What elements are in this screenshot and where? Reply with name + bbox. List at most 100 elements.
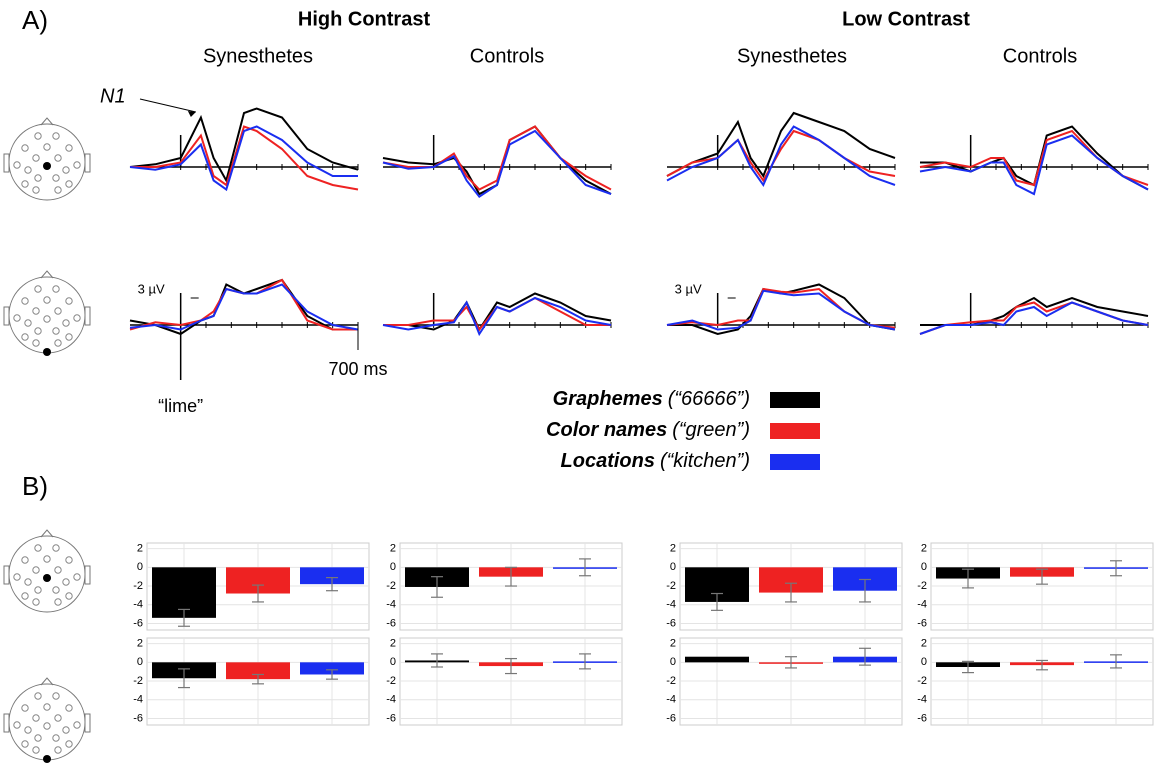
annotation: N1 bbox=[100, 85, 126, 107]
y-tick-label: -6 bbox=[666, 712, 676, 724]
electrode bbox=[62, 578, 70, 586]
electrode bbox=[21, 297, 29, 305]
legend-name: Graphemes bbox=[553, 388, 663, 410]
error-bar bbox=[579, 653, 591, 670]
y-tick-label: -4 bbox=[666, 694, 676, 706]
electrode bbox=[24, 319, 32, 327]
electrode bbox=[65, 556, 73, 564]
electrode-selected bbox=[43, 574, 51, 582]
waveform bbox=[129, 278, 358, 336]
head-ear bbox=[3, 306, 10, 326]
arrowhead bbox=[187, 111, 196, 117]
y-tick-label: -6 bbox=[386, 712, 396, 724]
y-tick-label: 0 bbox=[670, 561, 676, 573]
y-tick-label: -4 bbox=[133, 599, 143, 611]
y-tick-label: -4 bbox=[386, 694, 396, 706]
electrode bbox=[73, 721, 81, 729]
waveform bbox=[382, 129, 612, 199]
electrode bbox=[21, 333, 29, 341]
error-bar bbox=[1110, 654, 1122, 669]
electrode bbox=[21, 180, 29, 188]
waveform bbox=[919, 134, 1149, 196]
waveform bbox=[129, 125, 358, 192]
subgroup-heading: Synesthetes bbox=[737, 45, 847, 67]
waveform bbox=[666, 111, 896, 179]
electrode bbox=[65, 704, 73, 712]
y-tick-label: 2 bbox=[390, 638, 396, 650]
y-tick-label: -2 bbox=[133, 675, 143, 687]
error-bar bbox=[962, 568, 974, 589]
head-nose bbox=[40, 677, 54, 686]
error-bar bbox=[505, 566, 517, 587]
y-tick-label: 2 bbox=[137, 543, 143, 555]
electrode bbox=[65, 592, 73, 600]
y-tick-label: 0 bbox=[921, 656, 927, 668]
electrode bbox=[52, 586, 60, 594]
electrode bbox=[34, 285, 42, 293]
electrode bbox=[34, 174, 42, 182]
electrode bbox=[65, 297, 73, 305]
error-bar bbox=[1110, 560, 1122, 577]
waveform bbox=[382, 296, 612, 337]
electrode bbox=[52, 132, 60, 140]
y-tick-label: -2 bbox=[386, 675, 396, 687]
head-ear bbox=[84, 713, 91, 733]
electrode bbox=[52, 285, 60, 293]
error-bar bbox=[1036, 568, 1048, 585]
waveform bbox=[919, 301, 1149, 335]
y-tick-label: -6 bbox=[917, 712, 927, 724]
electrode bbox=[54, 186, 62, 194]
waveform bbox=[129, 283, 359, 331]
electrode bbox=[52, 327, 60, 335]
electrode bbox=[73, 573, 81, 581]
y-tick-label: 0 bbox=[921, 561, 927, 573]
electrode bbox=[43, 722, 51, 730]
legend-example: (“kitchen”) bbox=[660, 450, 750, 472]
group-heading: High Contrast bbox=[298, 8, 431, 30]
waveform bbox=[383, 292, 612, 332]
error-bar bbox=[859, 578, 871, 603]
head-ear bbox=[84, 306, 91, 326]
y-tick-label: 2 bbox=[670, 638, 676, 650]
electrode bbox=[52, 544, 60, 552]
error-bar bbox=[431, 653, 443, 668]
electrode bbox=[34, 692, 42, 700]
error-bar bbox=[579, 558, 591, 577]
subgroup-heading: Synesthetes bbox=[203, 45, 313, 67]
electrode bbox=[32, 598, 40, 606]
head-outline bbox=[8, 683, 86, 761]
electrode bbox=[13, 314, 21, 322]
bar bbox=[300, 662, 364, 675]
bar bbox=[300, 567, 364, 585]
electrode bbox=[54, 746, 62, 754]
error-bar bbox=[178, 608, 190, 627]
y-tick-label: 0 bbox=[137, 656, 143, 668]
group-heading: Low Contrast bbox=[842, 8, 970, 30]
legend-label: Graphemes (“66666”) bbox=[553, 388, 750, 410]
head-ear bbox=[3, 153, 10, 173]
y-tick-label: -4 bbox=[386, 599, 396, 611]
y-tick-label: 2 bbox=[137, 638, 143, 650]
bar bbox=[226, 662, 290, 680]
legend-label: Color names (“green”) bbox=[546, 419, 750, 441]
error-bar bbox=[326, 577, 338, 592]
head-outline bbox=[8, 276, 86, 354]
y-tick-label: -2 bbox=[917, 580, 927, 592]
electrode bbox=[54, 714, 62, 722]
electrode bbox=[34, 586, 42, 594]
electrode bbox=[21, 144, 29, 152]
y-tick-label: 2 bbox=[670, 543, 676, 555]
electrode bbox=[65, 180, 73, 188]
electrode bbox=[65, 333, 73, 341]
electrode bbox=[54, 154, 62, 162]
waveform bbox=[920, 125, 1149, 191]
electrode bbox=[34, 544, 42, 552]
y-tick-label: -2 bbox=[666, 580, 676, 592]
electrode bbox=[21, 556, 29, 564]
error-bar bbox=[859, 647, 871, 666]
waveform bbox=[129, 107, 359, 184]
y-tick-label: -4 bbox=[917, 599, 927, 611]
legend-example: (“green”) bbox=[672, 419, 750, 441]
y-tick-label: 0 bbox=[390, 656, 396, 668]
legend-name: Color names bbox=[546, 419, 667, 441]
